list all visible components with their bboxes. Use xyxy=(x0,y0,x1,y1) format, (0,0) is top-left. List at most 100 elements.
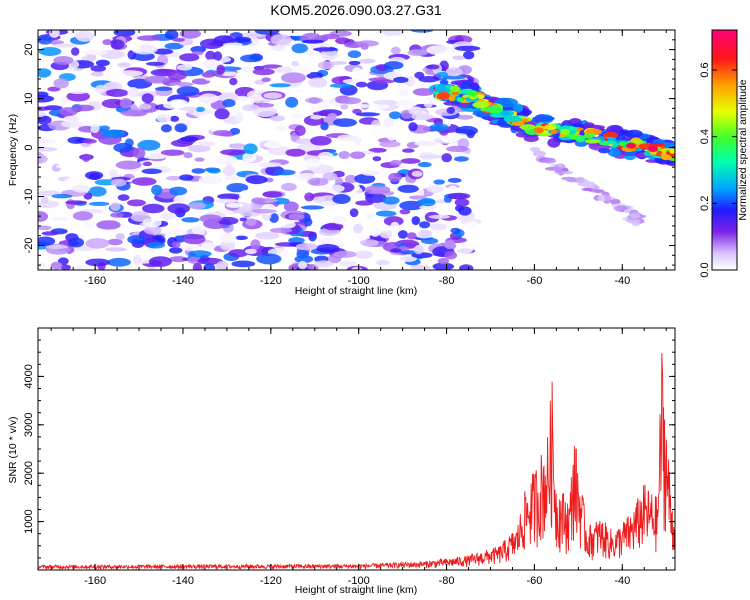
tail-blob xyxy=(630,213,641,219)
noise-blob xyxy=(68,237,85,248)
noise-blob xyxy=(251,197,266,204)
noise-blob xyxy=(197,257,223,265)
noise-blob xyxy=(214,108,230,120)
noise-blob xyxy=(320,33,340,40)
noise-blob xyxy=(142,161,153,167)
noise-blob xyxy=(317,61,335,70)
noise-blob xyxy=(51,194,73,199)
tail-blob xyxy=(529,147,541,152)
noise-blob xyxy=(417,229,433,239)
noise-blob xyxy=(151,184,163,196)
colorbar: 0.0 0.2 0.4 0.6 Normalized spectral amplitu… xyxy=(699,29,749,278)
noise-blob xyxy=(38,152,45,164)
noise-blob xyxy=(145,61,165,66)
noise-blob xyxy=(205,50,216,61)
ridge-core xyxy=(450,85,460,93)
noise-blob xyxy=(283,201,299,212)
ridge-core xyxy=(456,97,464,103)
noise-blob xyxy=(190,46,206,53)
noise-blob xyxy=(191,168,206,174)
noise-blob xyxy=(120,110,147,117)
noise-blob xyxy=(291,60,300,67)
noise-blob xyxy=(118,225,135,232)
noise-blob xyxy=(207,168,221,174)
x-tick-label: -80 xyxy=(439,275,455,287)
noise-blob xyxy=(398,230,408,239)
noise-blob xyxy=(455,204,465,212)
noise-blob xyxy=(408,122,418,132)
y-tick-label: 0 xyxy=(23,144,35,150)
ridge-halo xyxy=(598,148,611,154)
noise-blob xyxy=(445,67,463,77)
figure-title: KOM5.2026.090.03.27.G31 xyxy=(270,2,441,18)
y-tick-label: 2000 xyxy=(23,461,35,485)
tail-blob xyxy=(562,177,573,181)
noise-blob xyxy=(294,125,306,136)
noise-blob xyxy=(411,113,434,121)
noise-blob xyxy=(110,202,121,211)
noise-blob xyxy=(216,260,229,270)
snr-plot-area xyxy=(38,352,675,570)
noise-blob xyxy=(417,161,432,168)
ridge-halo xyxy=(547,137,561,148)
noise-blob xyxy=(240,46,249,52)
noise-blob xyxy=(340,97,362,105)
noise-blob xyxy=(275,66,293,74)
noise-blob xyxy=(410,30,434,33)
noise-blob xyxy=(306,72,324,80)
x-tick-label: -120 xyxy=(260,575,282,587)
ridge-core xyxy=(607,140,617,145)
noise-blob xyxy=(447,185,458,194)
noise-blob xyxy=(110,178,127,187)
noise-blob xyxy=(38,106,52,111)
noise-blob xyxy=(322,184,345,193)
noise-blob xyxy=(38,211,48,222)
noise-blob xyxy=(151,250,168,257)
noise-blob xyxy=(222,165,236,177)
noise-blob xyxy=(320,122,329,131)
noise-blob xyxy=(132,52,155,61)
noise-blob xyxy=(329,83,352,88)
ridge-halo xyxy=(625,129,643,138)
noise-blob xyxy=(271,44,285,52)
noise-blob xyxy=(182,234,206,245)
noise-blob xyxy=(365,213,376,219)
noise-blob xyxy=(194,157,205,162)
noise-blob xyxy=(305,49,315,56)
noise-blob xyxy=(53,78,69,89)
noise-blob xyxy=(327,112,337,119)
noise-blob xyxy=(160,212,177,220)
x-tick-label: -40 xyxy=(614,275,630,287)
noise-blob xyxy=(421,237,439,245)
noise-blob xyxy=(171,37,186,42)
tail-blob xyxy=(532,150,546,157)
noise-blob xyxy=(228,143,247,149)
noise-blob xyxy=(353,223,363,234)
noise-blob xyxy=(82,153,91,162)
noise-blob xyxy=(198,175,223,185)
tail-blob xyxy=(604,195,612,201)
noise-blob xyxy=(192,262,203,270)
noise-blob xyxy=(393,76,409,83)
noise-blob xyxy=(96,220,121,230)
tail-blob xyxy=(559,170,573,175)
noise-blob xyxy=(426,64,440,70)
noise-blob xyxy=(141,93,154,104)
noise-blob xyxy=(340,104,349,110)
noise-blob xyxy=(348,60,361,66)
noise-blob xyxy=(38,94,55,103)
noise-blob xyxy=(410,264,431,270)
noise-blob xyxy=(100,129,126,139)
noise-blob xyxy=(67,88,89,94)
noise-blob xyxy=(142,153,169,160)
noise-blob xyxy=(245,218,257,227)
ridge-core xyxy=(499,111,510,116)
noise-blob xyxy=(95,84,107,94)
noise-blob xyxy=(63,115,82,122)
colorbar-tick-label: 0.4 xyxy=(699,129,711,144)
noise-blob xyxy=(271,197,290,205)
noise-blob xyxy=(141,168,162,175)
noise-blob xyxy=(59,96,69,106)
